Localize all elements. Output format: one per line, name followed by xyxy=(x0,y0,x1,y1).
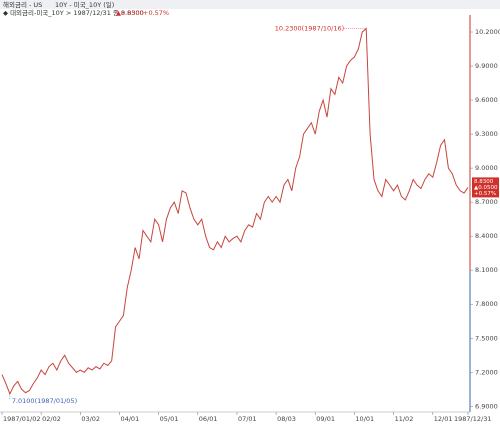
header-title: 해외금리 - US xyxy=(3,0,42,9)
header-pct: +0.57% xyxy=(143,9,169,17)
x-tick-label: 03/02 xyxy=(81,415,100,423)
annotation: 10.2300(1987/10/16) xyxy=(275,25,344,33)
y-tick-label: 8.7000 xyxy=(475,198,498,206)
x-tick-label: 10/01 xyxy=(355,415,374,423)
y-tick-label: 9.6000 xyxy=(475,96,498,104)
x-tick-label: 12/01 xyxy=(434,415,453,423)
y-tick-label: 8.1000 xyxy=(475,266,498,274)
header-change: ▲0.0500 xyxy=(116,9,144,17)
y-tick-label: 9.9000 xyxy=(475,62,498,70)
x-tick-label: 07/01 xyxy=(238,415,257,423)
x-tick-label: 1987/12/31 xyxy=(454,415,491,423)
annotation: 7.0100(1987/01/05) xyxy=(12,397,77,405)
price-box-text: +0.57% xyxy=(474,191,496,197)
x-tick-label: 09/01 xyxy=(316,415,335,423)
x-tick-label: 05/01 xyxy=(160,415,179,423)
y-tick-label: 9.3000 xyxy=(475,130,498,138)
price-box-text: ▲0.0500 xyxy=(474,185,498,191)
y-tick-label: 9.0000 xyxy=(475,164,498,172)
x-tick-label: 11/02 xyxy=(395,415,414,423)
x-tick-label: 02/02 xyxy=(42,415,61,423)
series-label: ◆ 대외금리-미국_10Y > 1987/12/31 종 8.8300 xyxy=(3,8,144,17)
y-tick-label: 7.5000 xyxy=(475,334,498,342)
price-line xyxy=(1,27,469,396)
title-bar xyxy=(0,0,500,9)
y-tick-label: 6.9000 xyxy=(475,402,498,410)
y-tick-label: 7.2000 xyxy=(475,368,498,376)
price-box xyxy=(472,177,499,198)
x-tick-label: 08/03 xyxy=(277,415,296,423)
x-tick-label: 1987/01/02 xyxy=(3,415,40,423)
y-tick-label: 7.8000 xyxy=(475,300,498,308)
x-tick-label: 04/01 xyxy=(120,415,139,423)
price-box-text: 8.8300 xyxy=(474,179,494,185)
header-symbol: 10Y - 미국_10Y (일) xyxy=(55,0,114,9)
y-tick-label: 10.2000 xyxy=(475,28,500,36)
x-tick-label: 06/01 xyxy=(199,415,218,423)
y-tick-label: 8.4000 xyxy=(475,232,498,240)
